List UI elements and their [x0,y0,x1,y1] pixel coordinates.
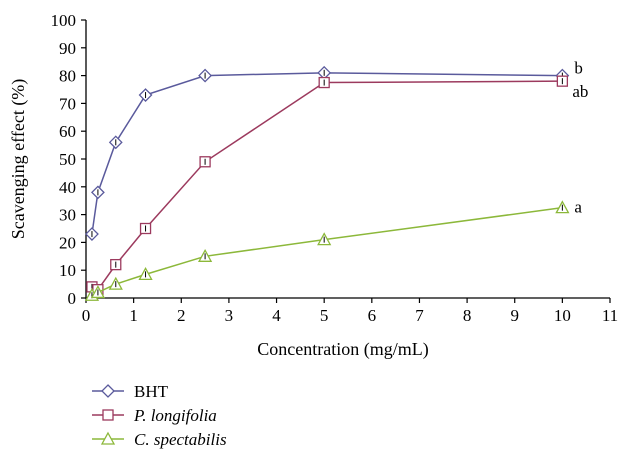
y-tick-label: 0 [68,289,77,308]
x-tick-label: 6 [368,306,377,325]
y-tick-label: 90 [59,39,76,58]
series-line [91,80,563,291]
legend-marker [101,384,115,398]
y-tick-label: 40 [59,178,76,197]
x-tick-label: 7 [415,306,424,325]
x-tick-label: 5 [320,306,329,325]
y-tick-label: 100 [51,11,77,30]
x-tick-label: 11 [602,306,618,325]
legend-marker [102,409,114,421]
legend-item: P. longifolia [92,406,217,425]
series-square: ab [86,75,588,296]
legend-item: C. spectabilis [92,430,227,449]
legend-label: BHT [134,382,169,401]
legend-label: P. longifolia [133,406,217,425]
y-tick-label: 10 [59,261,76,280]
x-tick-label: 0 [82,306,91,325]
y-axis-title: Scavenging effect (%) [8,79,29,240]
x-tick-label: 1 [129,306,138,325]
x-tick-label: 3 [225,306,234,325]
x-tick-label: 4 [272,306,281,325]
y-tick-label: 50 [59,150,76,169]
significance-label: b [574,59,583,78]
axes: 0 1 2 3 4 5 6 7 8 9 10 11 0 10 20 30 40 50 60 70 80 90 100 [51,11,619,325]
significance-label: a [574,198,582,217]
y-tick-label: 60 [59,122,76,141]
series-triangle: a [84,198,582,301]
x-axis-title: Concentration (mg/mL) [257,339,428,360]
x-tick-label: 9 [510,306,519,325]
x-tick-label: 10 [554,306,571,325]
x-tick-label: 8 [463,306,472,325]
legend: BHT P. longifolia C. spectabilis [92,382,227,449]
x-tick-label: 2 [177,306,186,325]
series-layer: b ab a [84,59,588,301]
y-tick-label: 30 [59,206,76,225]
y-tick-label: 80 [59,67,76,86]
series-line [91,206,563,296]
legend-item: BHT [92,382,169,401]
significance-label: ab [572,82,588,101]
y-tick-label: 20 [59,233,76,252]
legend-label: C. spectabilis [134,430,227,449]
y-tick-label: 70 [59,94,76,113]
legend-marker [100,431,116,445]
